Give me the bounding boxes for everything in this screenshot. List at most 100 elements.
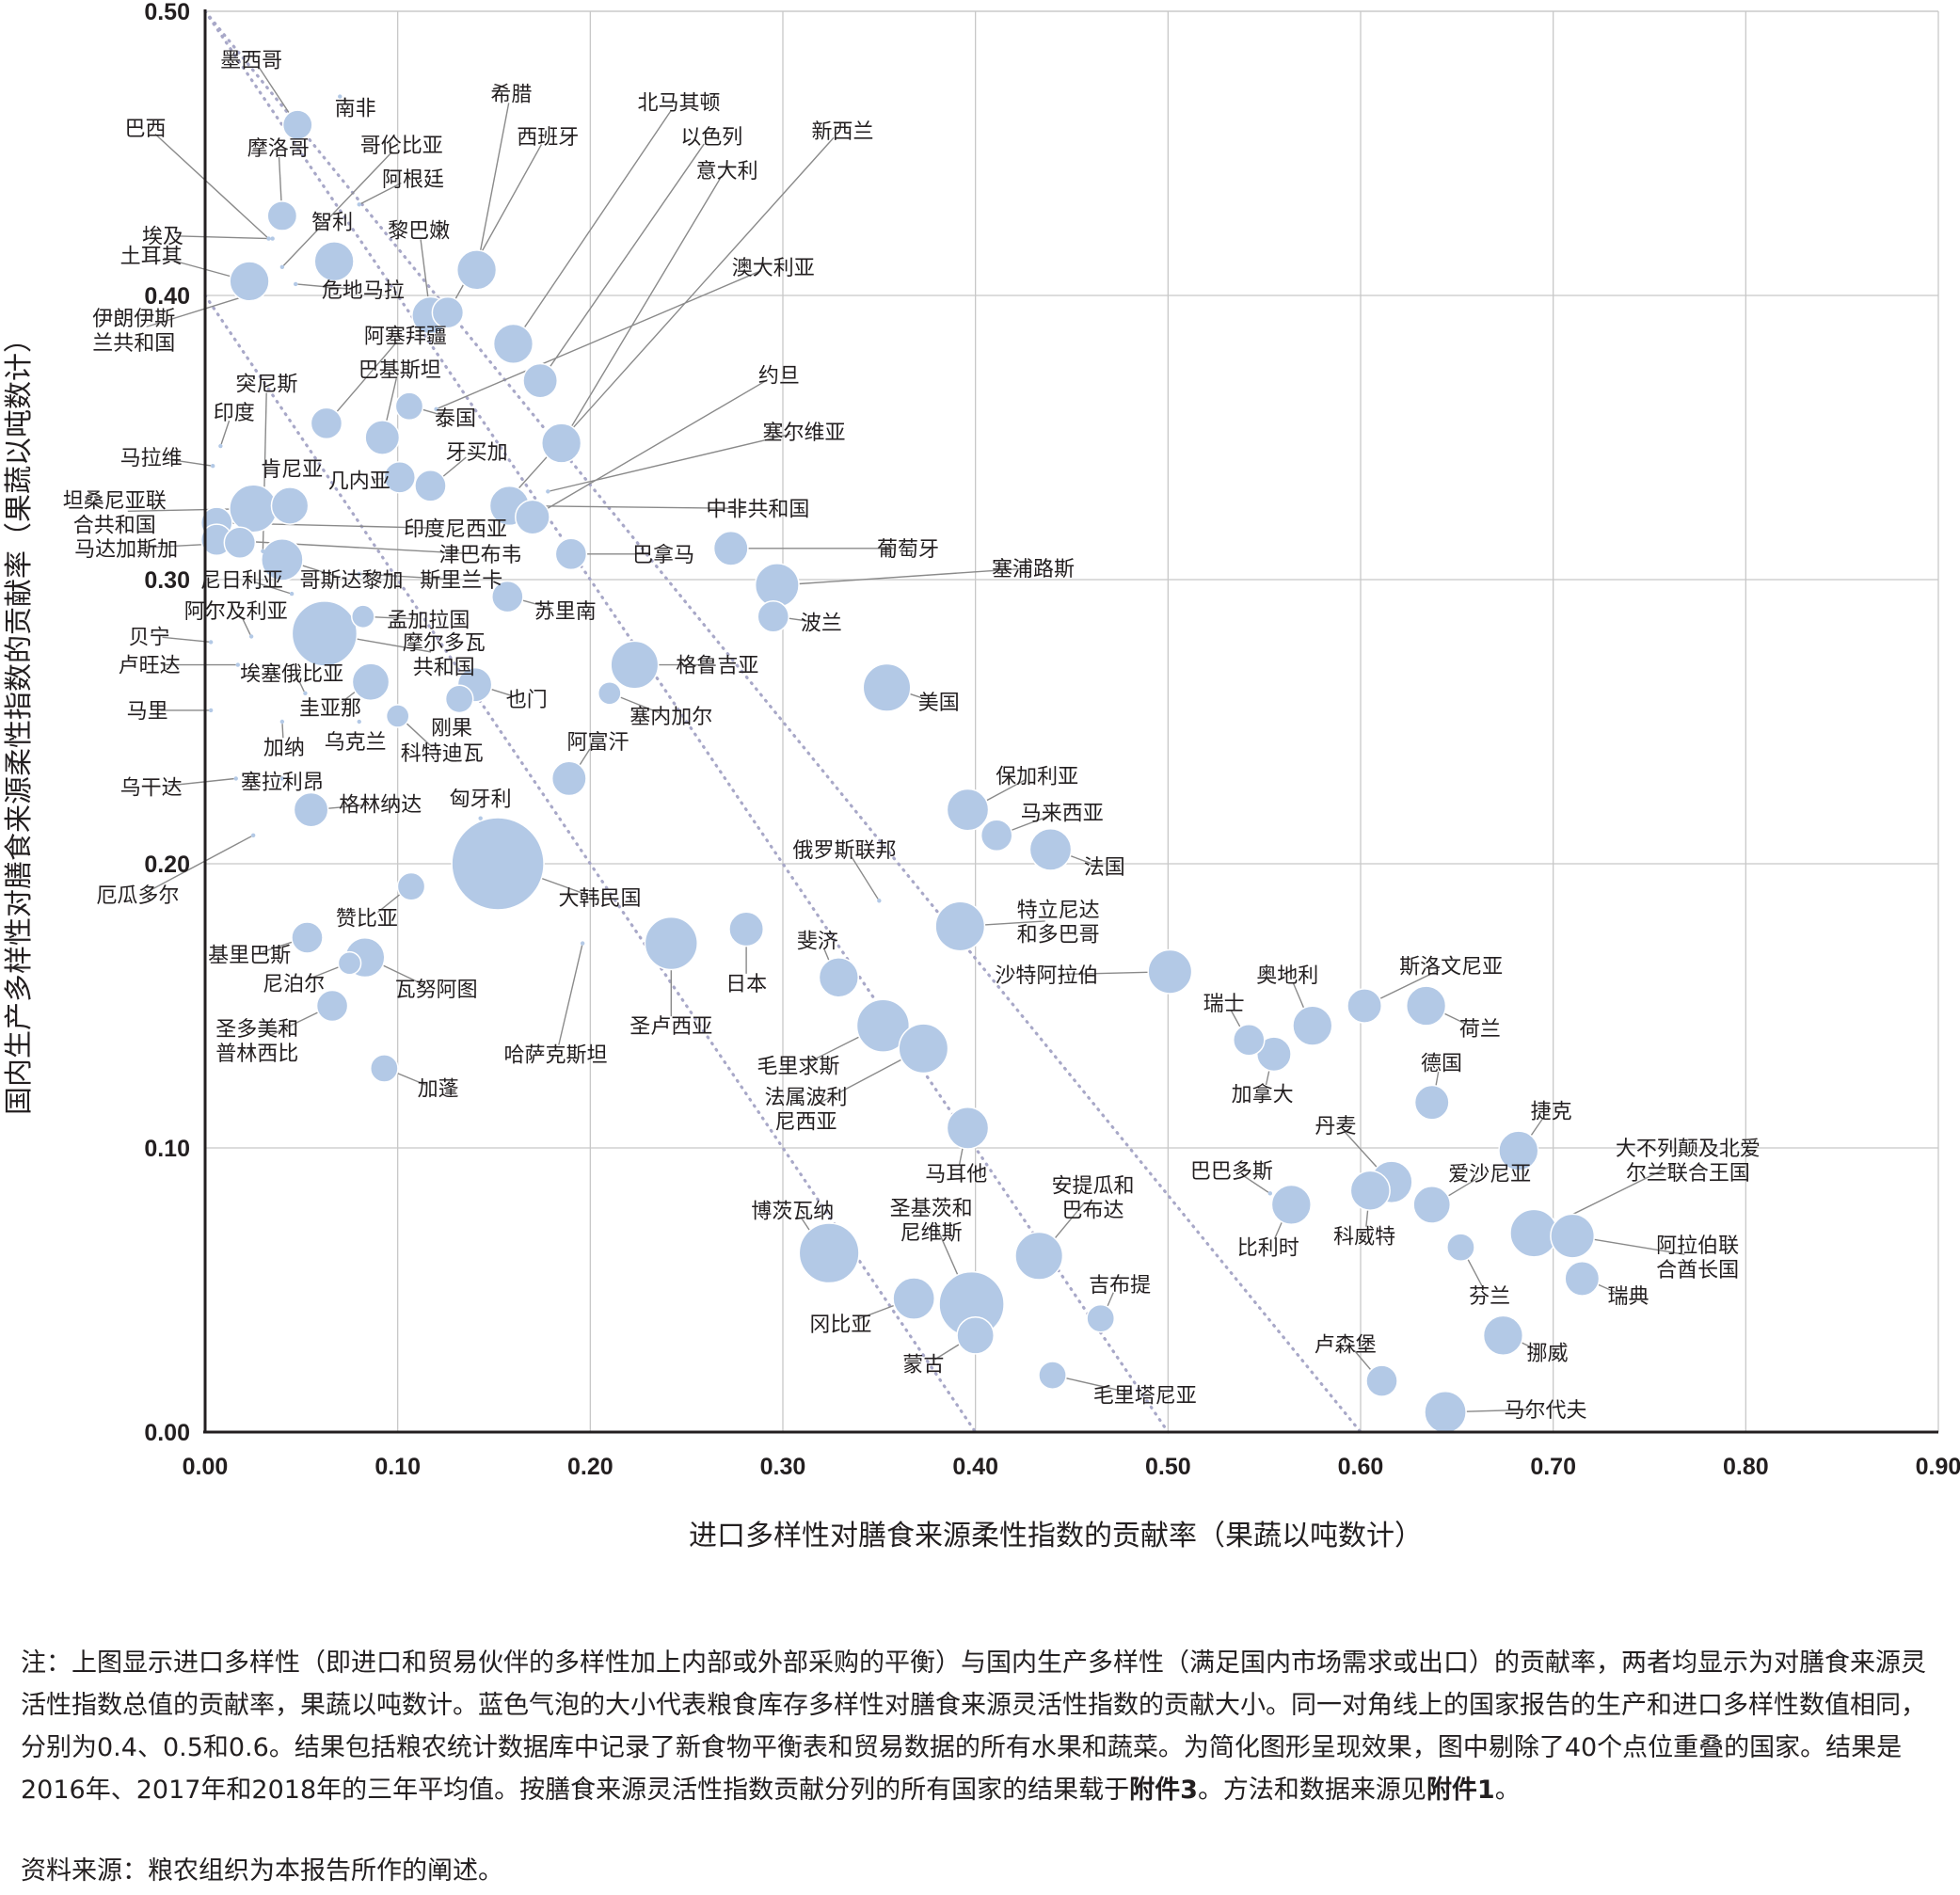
bubble — [270, 486, 310, 525]
bubble — [357, 571, 361, 577]
leader-line — [1011, 815, 1050, 832]
bubble — [946, 1107, 990, 1150]
bubble — [1413, 1084, 1450, 1121]
leader-line — [1292, 982, 1305, 1009]
leader-line — [341, 691, 356, 704]
bubble — [208, 708, 214, 713]
leader-line — [523, 109, 673, 328]
leader-line — [396, 1072, 426, 1086]
bubble — [1412, 1186, 1452, 1224]
bubble — [266, 200, 298, 231]
leader-line — [1065, 1377, 1133, 1394]
country-label: 冈比亚 — [809, 1314, 871, 1337]
leader-line — [282, 151, 393, 266]
bubble — [511, 492, 516, 497]
leader-line — [422, 408, 443, 417]
bubble — [218, 443, 223, 449]
country-label: 俄罗斯联邦 — [792, 839, 896, 863]
country-label: 黎巴嫩 — [388, 220, 450, 244]
bubble — [1349, 1170, 1391, 1211]
leader-line — [549, 143, 705, 368]
bubble — [491, 580, 524, 613]
leader-line — [258, 67, 290, 114]
bubble — [235, 662, 240, 667]
leader-line — [985, 779, 1026, 802]
bubble — [313, 241, 355, 282]
country-label: 中非共和国 — [706, 499, 809, 522]
country-label: 印度尼西亚 — [404, 518, 507, 542]
bubble — [1424, 1391, 1467, 1434]
bubble — [303, 691, 308, 695]
source-note: 资料来源：粮农组织为本报告所作的阐述。 — [21, 1856, 503, 1886]
country-label: 比利时 — [1237, 1237, 1299, 1261]
bubble — [291, 921, 324, 954]
bubble — [357, 719, 361, 725]
bubble — [492, 323, 534, 364]
leader-line — [1365, 1209, 1369, 1227]
bubble — [289, 591, 295, 597]
bubble — [261, 538, 304, 581]
leader-line — [360, 573, 449, 581]
leader-line — [1435, 1071, 1440, 1087]
bubble — [1086, 1303, 1116, 1333]
country-label: 大韩民国 — [559, 887, 642, 911]
country-label: 北马其顿 — [637, 92, 720, 116]
country-label: 荷兰 — [1459, 1018, 1501, 1042]
leader-line — [1447, 1177, 1479, 1197]
country-label: 泰国 — [435, 407, 476, 431]
country-label: 埃塞俄比亚 — [240, 663, 343, 687]
leader-line — [306, 966, 340, 981]
label-line: 尼维斯 — [900, 1222, 963, 1246]
bubble — [1014, 1231, 1064, 1281]
bubble — [351, 662, 390, 702]
country-label: 摩尔多瓦共和国 — [403, 632, 486, 680]
country-label: 德国 — [1421, 1052, 1462, 1075]
bubble — [1038, 1361, 1067, 1390]
bubble — [522, 362, 559, 399]
annex-3-ref: 附件3 — [1129, 1776, 1198, 1805]
leader-line — [420, 239, 429, 297]
bubble — [223, 526, 257, 560]
label-line: 法属波利 — [765, 1087, 848, 1110]
country-label: 哥斯达黎加 — [300, 569, 404, 593]
bubble — [396, 871, 426, 901]
leader-line — [1273, 1221, 1283, 1240]
bubbles — [199, 94, 1601, 1434]
leader-line — [268, 1011, 319, 1037]
country-label: 西班牙 — [517, 126, 579, 150]
bubble — [855, 998, 911, 1053]
country-label: 科威特 — [1333, 1226, 1395, 1250]
label-line: 合共和国 — [73, 515, 156, 538]
bubble — [383, 460, 416, 494]
country-label: 加蓬 — [418, 1078, 459, 1102]
bubble — [434, 406, 438, 411]
country-label: 特立尼达和多巴哥 — [1017, 899, 1100, 947]
country-label: 巴巴多斯 — [1190, 1160, 1273, 1184]
leader-line — [1353, 1350, 1372, 1371]
country-label: 哈萨克斯坦 — [503, 1043, 607, 1067]
country-label: 法属波利尼西亚 — [765, 1087, 848, 1135]
label-line: 和多巴哥 — [1017, 923, 1100, 947]
leader-line — [823, 948, 830, 961]
country-label: 葡萄牙 — [877, 538, 939, 562]
bubble — [279, 776, 285, 781]
bubble — [229, 261, 270, 302]
label-line: 安提瓜和 — [1052, 1174, 1135, 1198]
country-label: 加纳 — [263, 737, 305, 760]
bubble — [357, 202, 361, 207]
leader-line — [1467, 1258, 1484, 1288]
y-tick-label: 0.10 — [144, 1136, 190, 1162]
bubble — [1446, 1233, 1475, 1263]
bubble — [451, 817, 545, 911]
country-label: 博茨瓦纳 — [751, 1200, 834, 1223]
country-label: 阿拉伯联合酋长国 — [1656, 1234, 1739, 1282]
leader-line — [558, 945, 583, 1045]
leader-line — [406, 723, 433, 748]
bubble — [1365, 1364, 1398, 1397]
label-line: 坦桑尼亚联 — [63, 490, 167, 514]
leader-line — [164, 257, 231, 278]
country-label: 格鲁吉亚 — [676, 655, 758, 678]
leader-line — [934, 1344, 960, 1361]
label-line: 特立尼达 — [1017, 899, 1100, 922]
